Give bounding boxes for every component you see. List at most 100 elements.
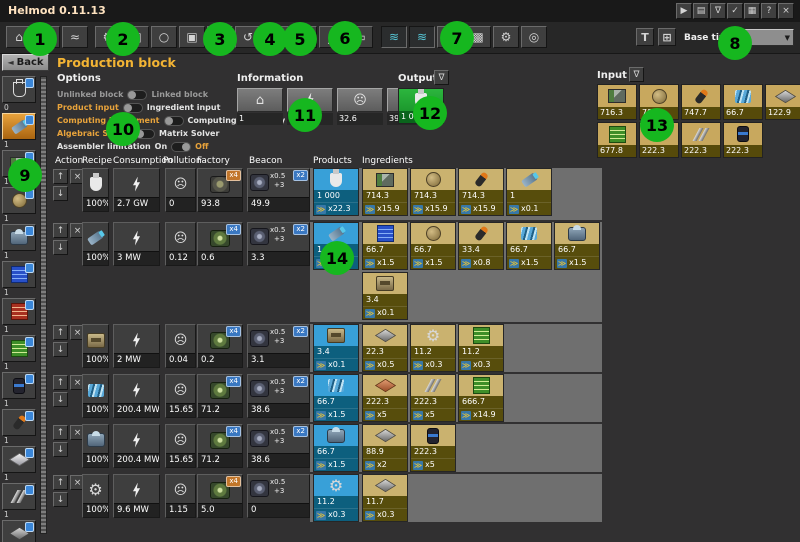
product-cell[interactable]: 66.7 ≫ x1.5 xyxy=(313,374,359,422)
ingredient-cell[interactable]: 1 ≫ x0.1 xyxy=(506,168,552,216)
factory-cell[interactable]: x4 71.2 xyxy=(197,424,243,468)
beacon-cell[interactable]: x0.5 +3 0 xyxy=(247,474,310,518)
beacon-cell[interactable]: x2 x0.5 +3 49.9 xyxy=(247,168,310,212)
sidebar-block-button[interactable] xyxy=(2,261,36,288)
ingredient-cell[interactable]: 66.7 ≫ x1.5 xyxy=(506,222,552,270)
ingredient-cell[interactable]: 66.7 ≫ x1.5 xyxy=(554,222,600,270)
sidebar-block-button[interactable] xyxy=(2,483,36,510)
validate-button[interactable]: ✓ xyxy=(727,3,743,19)
filter-button[interactable]: ∇ xyxy=(710,3,726,19)
recipe-cell[interactable]: 100% xyxy=(82,222,109,266)
product-cell[interactable]: 3.4 ≫ x0.1 xyxy=(313,324,359,372)
sidebar-block-button[interactable] xyxy=(2,335,36,362)
recipe-cell[interactable]: 100% xyxy=(82,374,109,418)
sidebar-block-button[interactable] xyxy=(2,224,36,251)
sidebar-block-button[interactable] xyxy=(2,113,36,140)
toggle-switch[interactable] xyxy=(171,141,192,152)
recipe-cell[interactable]: 100% xyxy=(82,168,109,212)
toggle-switch[interactable] xyxy=(122,102,143,113)
consumption-cell[interactable]: 200.4 MW xyxy=(113,374,160,418)
input-item[interactable]: 222.3 xyxy=(681,122,721,158)
ingredient-cell[interactable]: 11.2 ≫ x0.3 xyxy=(458,324,504,372)
beacon-cell[interactable]: x2 x0.5 +3 38.6 xyxy=(247,424,310,468)
power-button[interactable]: ◎ xyxy=(521,26,547,48)
pollution-cell[interactable]: ☹ 0 xyxy=(165,168,196,212)
run-button[interactable]: ▶ xyxy=(676,3,692,19)
preferences-button[interactable]: ▦ xyxy=(744,3,760,19)
row-up-button[interactable]: ↑ xyxy=(53,375,68,390)
ingredient-cell[interactable]: ⚙ 11.2 ≫ x0.3 xyxy=(410,324,456,372)
pollution-cell[interactable]: ☹ 0.12 xyxy=(165,222,196,266)
copy-button[interactable]: ▣ xyxy=(179,26,205,48)
factory-cell[interactable]: x4 0.2 xyxy=(197,324,243,368)
product-cell[interactable]: 1 000 ≫ x22.3 xyxy=(313,168,359,216)
recipe-cell[interactable]: ⚙ 100% xyxy=(82,474,109,518)
row-down-button[interactable]: ↓ xyxy=(53,342,68,357)
factory-cell[interactable]: x4 71.2 xyxy=(197,374,243,418)
ingredient-cell[interactable]: 88.9 ≫ x2 xyxy=(362,424,408,472)
ingredient-cell[interactable]: 666.7 ≫ x14.9 xyxy=(458,374,504,422)
sidebar-scrollbar[interactable] xyxy=(40,76,47,534)
sidebar-block-button[interactable] xyxy=(2,520,36,542)
search-button[interactable]: ○ xyxy=(151,26,177,48)
ingredient-cell[interactable]: 714.3 ≫ x15.9 xyxy=(410,168,456,216)
pollution-cell[interactable]: ☹ 1.15 xyxy=(165,474,196,518)
beacon-cell[interactable]: x2 x0.5 +3 3.3 xyxy=(247,222,310,266)
settings-dialog-button[interactable]: ▤ xyxy=(693,3,709,19)
row-down-button[interactable]: ↓ xyxy=(53,240,68,255)
ingredient-cell[interactable]: 714.3 ≫ x15.9 xyxy=(458,168,504,216)
factory-cell[interactable]: x4 0.6 xyxy=(197,222,243,266)
gear-button[interactable]: ⚙ xyxy=(493,26,519,48)
row-down-button[interactable]: ↓ xyxy=(53,186,68,201)
row-up-button[interactable]: ↑ xyxy=(53,169,68,184)
sidebar-block-button[interactable] xyxy=(2,187,36,214)
ingredient-cell[interactable]: 22.3 ≫ x0.5 xyxy=(362,324,408,372)
ingredient-cell[interactable]: 33.4 ≫ x0.8 xyxy=(458,222,504,270)
product-cell[interactable]: ⚙ 11.2 ≫ x0.3 xyxy=(313,474,359,522)
toggle-switch[interactable] xyxy=(127,89,148,100)
input-filter-button[interactable]: ∇ xyxy=(629,67,644,82)
consumption-cell[interactable]: 9.6 MW xyxy=(113,474,160,518)
pipes-button[interactable]: ≋ xyxy=(409,26,435,48)
beacon-cell[interactable]: x2 x0.5 +3 3.1 xyxy=(247,324,310,368)
input-item[interactable]: 716.3 xyxy=(597,84,637,120)
pollution-cell[interactable]: ☹ 0.04 xyxy=(165,324,196,368)
row-down-button[interactable]: ↓ xyxy=(53,442,68,457)
statistics-button[interactable]: ≈ xyxy=(62,26,88,48)
product-cell[interactable]: 66.7 ≫ x1.5 xyxy=(313,424,359,472)
sidebar-block-button[interactable] xyxy=(2,298,36,325)
ingredient-cell[interactable]: 3.4 ≫ x0.1 xyxy=(362,272,408,320)
recipe-cell[interactable]: 100% xyxy=(82,324,109,368)
row-up-button[interactable]: ↑ xyxy=(53,425,68,440)
sidebar-block-button[interactable] xyxy=(2,446,36,473)
row-up-button[interactable]: ↑ xyxy=(53,223,68,238)
input-item[interactable]: 122.9 xyxy=(765,84,800,120)
sidebar-block-button[interactable] xyxy=(2,409,36,436)
input-item[interactable]: 66.7 xyxy=(723,84,763,120)
sidebar-block-button[interactable] xyxy=(2,76,36,103)
close-button[interactable]: × xyxy=(778,3,794,19)
factory-cell[interactable]: x4 5.0 xyxy=(197,474,243,518)
input-item[interactable]: 222.3 xyxy=(723,122,763,158)
factory-cell[interactable]: x4 93.8 xyxy=(197,168,243,212)
back-button[interactable]: ◄ Back xyxy=(2,54,49,71)
row-up-button[interactable]: ↑ xyxy=(53,475,68,490)
help-button[interactable]: ? xyxy=(761,3,777,19)
row-down-button[interactable]: ↓ xyxy=(53,492,68,507)
ingredient-cell[interactable]: 66.7 ≫ x1.5 xyxy=(410,222,456,270)
consumption-cell[interactable]: 2 MW xyxy=(113,324,160,368)
ingredient-cell[interactable]: 66.7 ≫ x1.5 xyxy=(362,222,408,270)
consumption-cell[interactable]: 3 MW xyxy=(113,222,160,266)
ingredient-cell[interactable]: 222.3 ≫ x5 xyxy=(362,374,408,422)
sidebar-block-button[interactable] xyxy=(2,372,36,399)
ingredient-cell[interactable]: 714.3 ≫ x15.9 xyxy=(362,168,408,216)
input-item[interactable]: 747.7 xyxy=(681,84,721,120)
ingredient-cell[interactable]: 11.7 ≫ x0.3 xyxy=(362,474,408,522)
ingredient-cell[interactable]: 222.3 ≫ x5 xyxy=(410,424,456,472)
consumption-cell[interactable]: 200.4 MW xyxy=(113,424,160,468)
text-edit-button[interactable]: T xyxy=(636,28,654,46)
ingredient-cell[interactable]: 222.3 ≫ x5 xyxy=(410,374,456,422)
row-up-button[interactable]: ↑ xyxy=(53,325,68,340)
calculator-button[interactable]: ⊞ xyxy=(658,28,676,46)
row-delete-button[interactable]: × xyxy=(70,223,85,238)
